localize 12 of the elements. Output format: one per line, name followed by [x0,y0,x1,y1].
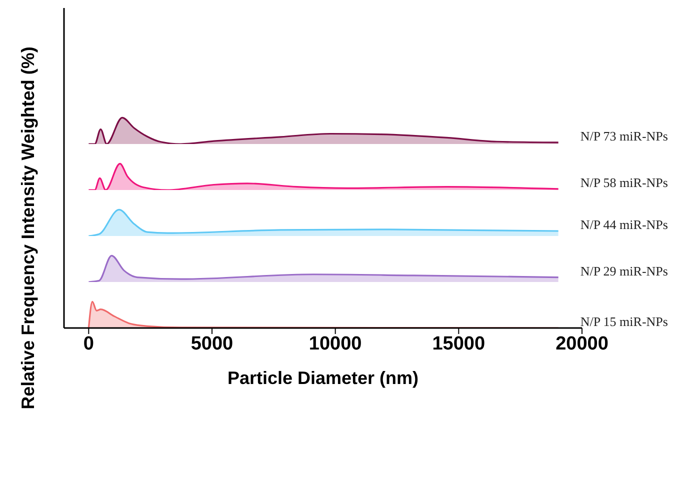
x-tick-label: 0 [83,333,94,354]
x-tick-label: 20000 [556,333,608,354]
series-label: N/P 73 miR-NPs [580,128,668,144]
series-label: N/P 15 miR-NPs [580,314,668,329]
series-label: N/P 58 miR-NPs [580,174,668,190]
x-tick-label: 10000 [308,333,362,354]
x-tick-label: 5000 [190,333,234,354]
series-label: N/P 29 miR-NPs [580,263,668,278]
x-axis-title: Particle Diameter (nm) [227,368,419,388]
x-tick-label: 15000 [432,333,486,354]
y-axis-title: Relative Frequency Intensity Weighted (%) [18,46,38,410]
series-label: N/P 44 miR-NPs [580,217,668,232]
